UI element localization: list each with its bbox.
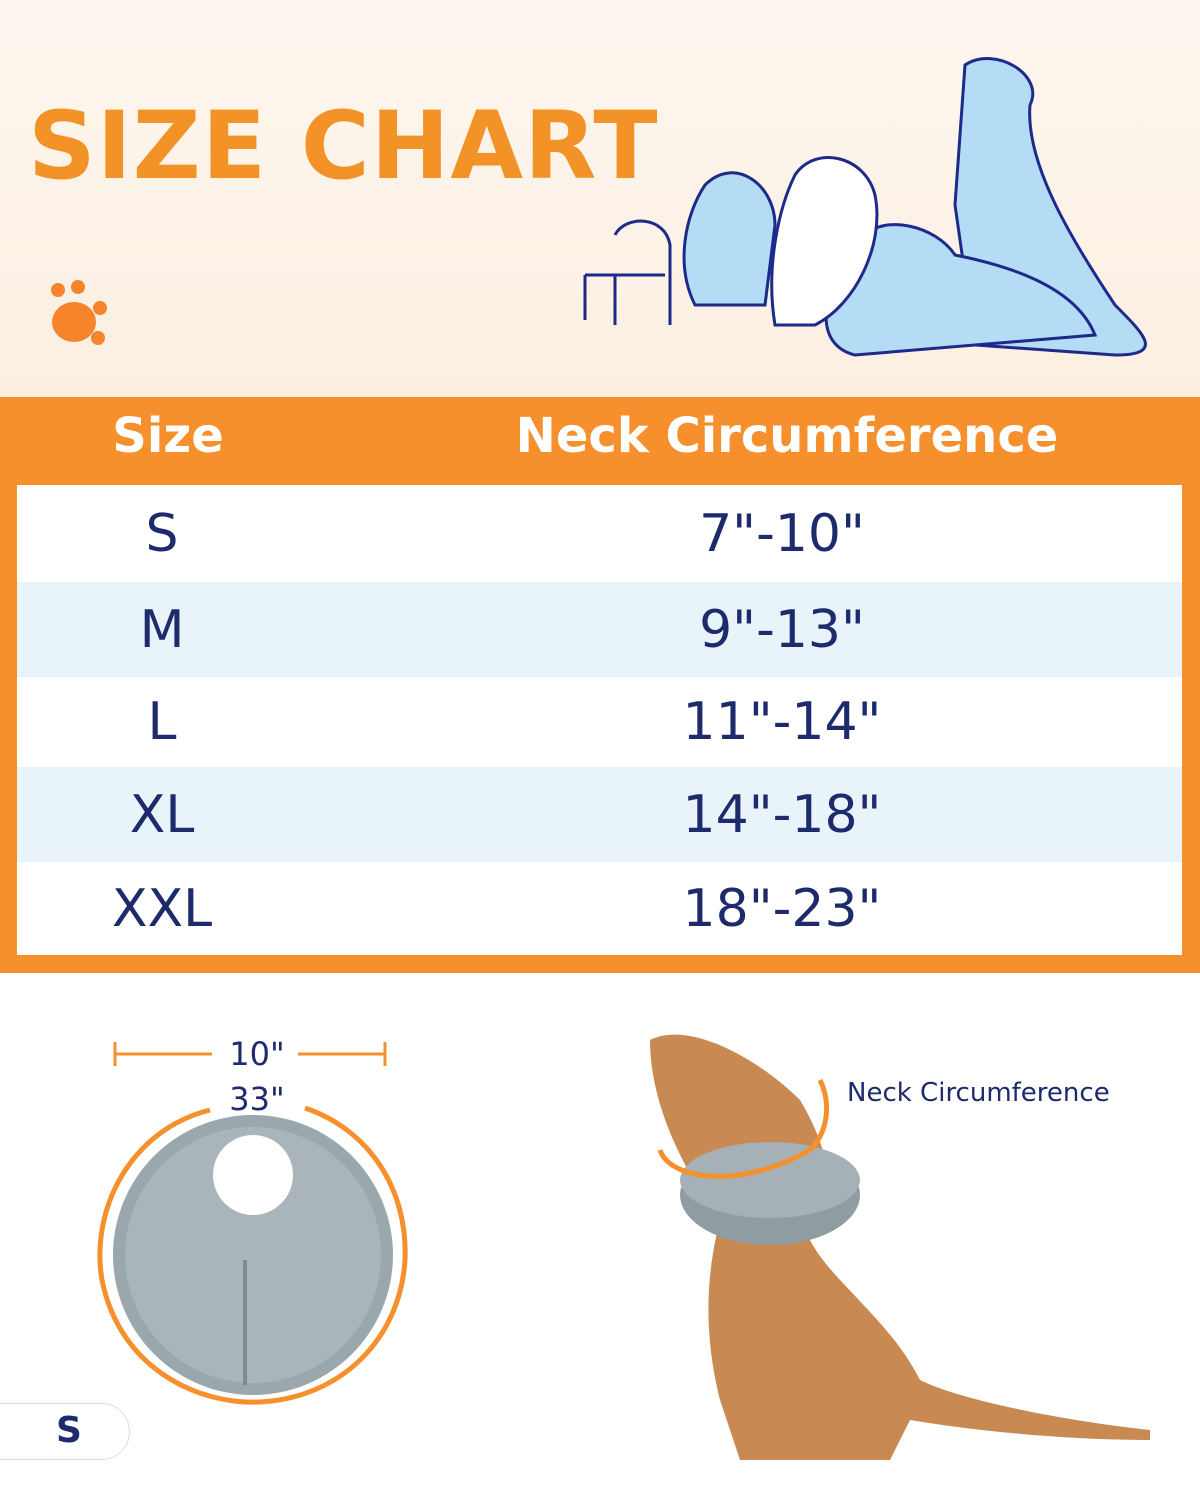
neck-cell: 11"-14" [682,692,882,752]
header-neck-circumference: Neck Circumference [515,408,1059,464]
size-cell: XL [129,784,195,845]
page-title: SIZE CHART [28,92,659,201]
size-table: S 7"-10" M 9"-13" L 11"-14" XL 14"-18" X… [17,485,1182,955]
table-row: S 7"-10" [17,485,1182,582]
circumference-label: 33" [229,1080,285,1118]
neck-circumference-label: Neck Circumference [847,1078,1110,1108]
dog-photo [650,1034,1150,1460]
size-badge-text: S [56,1410,82,1451]
table-row: L 11"-14" [17,677,1182,767]
neck-cell: 7"-10" [699,503,865,564]
size-cell: L [147,692,177,752]
size-badge: S [0,1403,130,1460]
table-row: M 9"-13" [17,582,1182,677]
header-size: Size [112,408,224,464]
neck-cell: 9"-13" [699,599,865,660]
neck-cell: 14"-18" [682,784,882,845]
table-row: XL 14"-18" [17,767,1182,862]
neck-cell: 18"-23" [682,878,882,939]
cone-illustration [97,1042,408,1405]
inner-width-label: 10" [229,1035,285,1073]
size-cell: M [139,599,185,660]
table-row: XXL 18"-23" [17,862,1182,955]
size-cell: S [145,503,179,564]
size-cell: XXL [111,878,213,939]
paw-icon [51,280,107,345]
dogs-illustration [583,57,1147,357]
